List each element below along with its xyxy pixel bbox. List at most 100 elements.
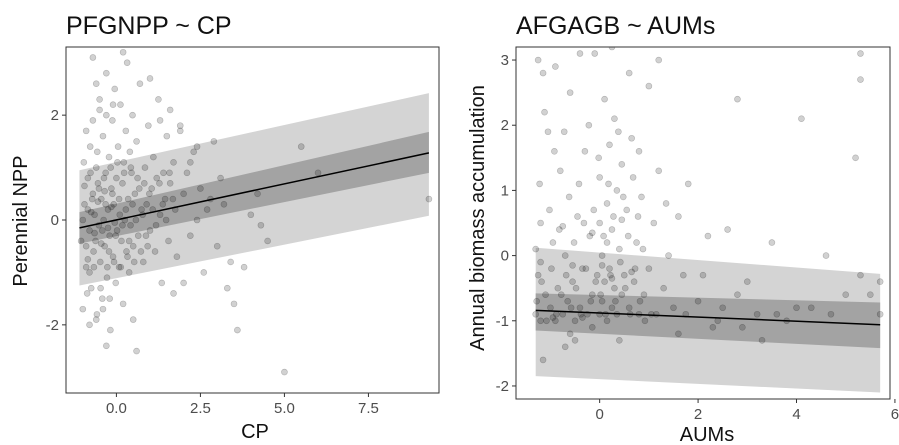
scatter-point — [87, 284, 95, 292]
scatter-point — [87, 208, 95, 216]
scatter-point — [724, 226, 731, 233]
scatter-point — [596, 310, 603, 318]
scatter-point — [77, 237, 85, 245]
scatter-point — [625, 304, 633, 312]
scatter-point — [601, 95, 608, 103]
scatter-point — [94, 180, 102, 187]
scatter-point — [613, 187, 621, 194]
confidence-band — [535, 293, 881, 349]
scatter-point — [109, 117, 116, 124]
scatter-point — [539, 69, 547, 77]
scatter-point — [615, 128, 622, 136]
scatter-point — [753, 310, 761, 318]
scatter-point — [144, 242, 151, 250]
scatter-point — [734, 291, 741, 299]
x-tick-label: 6 — [891, 406, 899, 423]
scatter-point — [109, 253, 117, 260]
scatter-point — [541, 108, 548, 116]
scatter-point — [115, 263, 123, 271]
scatter-point — [176, 127, 184, 135]
scatter-point — [665, 252, 672, 259]
scatter-point — [142, 232, 150, 240]
scatter-point — [257, 221, 265, 229]
scatter-point — [180, 279, 187, 287]
scatter-point — [857, 50, 864, 57]
scatter-point — [254, 190, 261, 198]
scatter-point — [585, 121, 593, 129]
scatter-point — [161, 195, 169, 203]
scatter-point — [203, 206, 211, 213]
scatter-point — [548, 265, 555, 272]
scatter-point — [130, 258, 138, 266]
scatter-point — [595, 154, 602, 162]
scatter-point — [562, 271, 570, 279]
scatter-point — [115, 195, 123, 203]
scatter-point — [148, 185, 155, 192]
scatter-point — [106, 232, 113, 240]
scatter-point — [645, 265, 653, 272]
scatter-point — [620, 271, 628, 279]
band-layer — [79, 93, 429, 286]
scatter-point — [571, 317, 579, 325]
scatter-point — [587, 297, 595, 305]
scatter-point — [633, 239, 640, 246]
scatter-point — [603, 200, 611, 207]
scatter-point — [608, 226, 616, 233]
scatter-point — [536, 180, 543, 188]
scatter-point — [544, 128, 552, 136]
y-axis-title: Annual biomass accumulation — [467, 85, 489, 351]
scatter-point — [107, 164, 114, 171]
scatter-point — [857, 271, 864, 279]
scatter-point — [133, 347, 140, 355]
scatter-point — [684, 180, 692, 188]
scatter-point — [146, 227, 154, 234]
scatter-point — [119, 48, 127, 56]
scatter-point — [596, 219, 603, 227]
scatter-point — [136, 80, 144, 87]
fit-line — [535, 309, 881, 326]
scatter-point — [549, 239, 557, 246]
scatter-point — [223, 284, 231, 292]
scatter-point — [773, 310, 781, 318]
scatter-point — [876, 310, 884, 318]
scatter-point — [145, 122, 152, 129]
scatter-point — [133, 138, 140, 145]
scatter-point — [134, 174, 141, 182]
scatter-point — [240, 263, 248, 271]
scatter-point — [81, 182, 88, 190]
scatter-point — [109, 190, 116, 198]
scatter-point — [95, 185, 103, 192]
scatter-point — [623, 206, 631, 214]
scatter-point — [549, 314, 557, 321]
scatter-point — [566, 89, 574, 96]
scatter-point — [156, 117, 164, 124]
scatter-point — [598, 262, 606, 269]
scatter-point — [606, 141, 613, 149]
scatter-point — [117, 101, 124, 108]
scatter-point — [80, 159, 88, 166]
scatter-point — [569, 262, 576, 269]
scatter-point — [183, 169, 191, 177]
scatter-point — [264, 237, 271, 245]
scatter-point — [135, 185, 143, 192]
y-tick-label: 2 — [501, 117, 509, 134]
scatter-point — [580, 219, 588, 227]
scatter-point — [648, 310, 655, 318]
scatter-point — [127, 164, 135, 171]
scatter-point — [641, 317, 649, 325]
scatter-point — [610, 213, 617, 220]
y-tick-label: 0 — [501, 248, 509, 265]
scatter-point — [99, 305, 107, 313]
scatter-point — [546, 206, 553, 214]
scatter-point — [670, 304, 677, 312]
scatter-point — [137, 248, 145, 255]
y-tick-label: 0 — [51, 212, 59, 229]
scatter-point — [588, 229, 596, 237]
scatter-point — [97, 284, 104, 292]
scatter-point — [227, 258, 234, 266]
scatter-point — [166, 180, 174, 187]
scatter-point — [89, 117, 97, 124]
scatter-point — [608, 304, 616, 312]
scatter-point — [597, 291, 604, 299]
scatter-point — [793, 304, 800, 312]
